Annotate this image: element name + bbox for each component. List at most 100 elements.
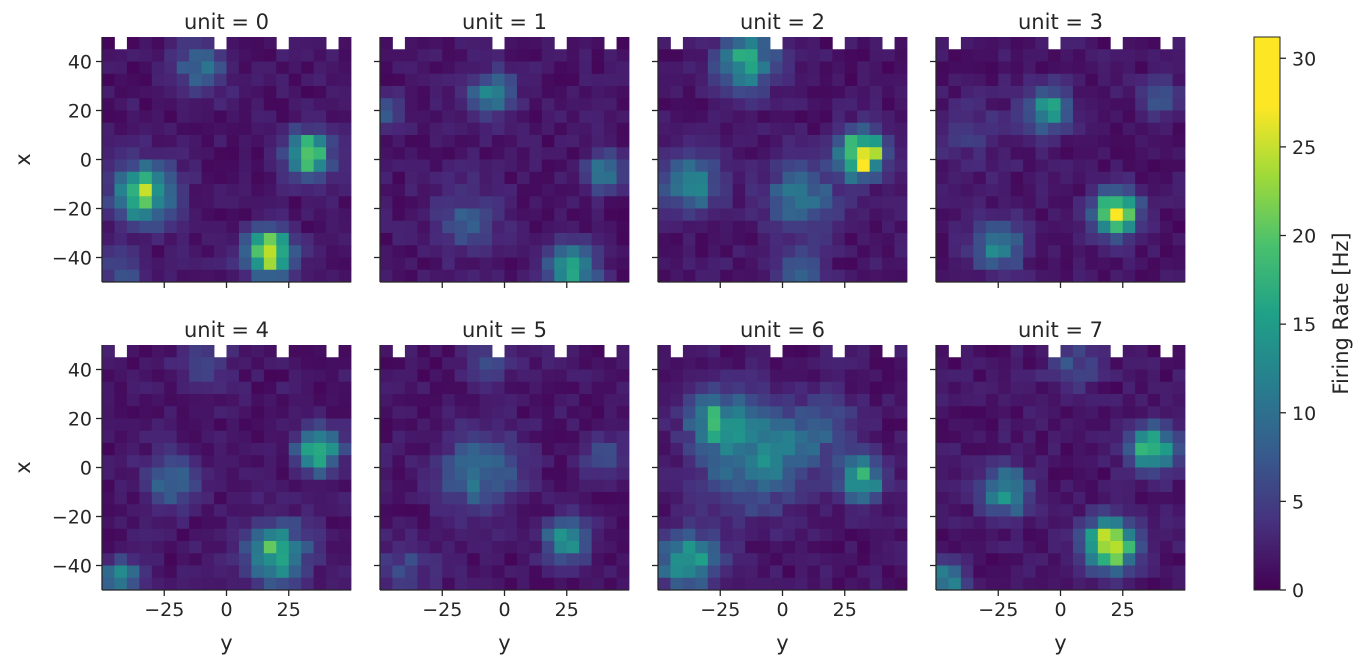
heatmap-cell <box>882 394 895 407</box>
colorbar-tick-label: 5 <box>1292 491 1304 513</box>
heatmap-cell <box>820 221 833 234</box>
heatmap-cell <box>795 209 808 222</box>
heatmap-cell <box>430 160 443 173</box>
heatmap-cell <box>392 357 405 370</box>
heatmap-cell <box>1023 455 1036 468</box>
heatmap-cell <box>1073 345 1086 358</box>
heatmap-cell <box>442 480 455 493</box>
heatmap-cell <box>301 541 314 554</box>
heatmap-cell <box>339 135 352 148</box>
heatmap-cell <box>554 382 567 395</box>
heatmap-cell <box>430 419 443 432</box>
heatmap-cell <box>276 74 289 87</box>
heatmap-cell <box>276 370 289 383</box>
heatmap-cell <box>405 419 418 432</box>
heatmap-cell <box>127 553 140 566</box>
heatmap-cell <box>592 147 605 160</box>
heatmap-cell <box>339 419 352 432</box>
heatmap-cell <box>1098 443 1111 456</box>
heatmap-cell <box>102 578 115 591</box>
heatmap-cell <box>604 111 617 124</box>
heatmap-cell <box>758 209 771 222</box>
heatmap-cell <box>102 419 115 432</box>
heatmap-cell <box>114 431 127 444</box>
heatmap-cell <box>152 529 165 542</box>
heatmap-cell <box>857 221 870 234</box>
x-tick-label: 25 <box>277 599 301 621</box>
heatmap-cell <box>529 147 542 160</box>
heatmap-cell <box>617 357 630 370</box>
heatmap-cell <box>467 111 480 124</box>
heatmap-cell <box>998 345 1011 358</box>
heatmap-cell <box>392 62 405 75</box>
heatmap-cell <box>405 160 418 173</box>
heatmap-cell <box>758 504 771 517</box>
heatmap-cell <box>239 86 252 99</box>
heatmap-cell <box>567 270 580 283</box>
heatmap-cell <box>214 98 227 111</box>
heatmap-cell <box>658 357 671 370</box>
heatmap-cell <box>239 504 252 517</box>
heatmap-cell <box>1048 492 1061 505</box>
heatmap-cell <box>380 541 393 554</box>
heatmap-cell <box>986 86 999 99</box>
heatmap-cell <box>832 517 845 530</box>
heatmap-cell <box>567 529 580 542</box>
heatmap-cell <box>973 578 986 591</box>
heatmap-cell <box>276 382 289 395</box>
heatmap-cell <box>567 245 580 258</box>
heatmap-cell <box>405 480 418 493</box>
heatmap-cell <box>807 406 820 419</box>
heatmap-cell <box>442 370 455 383</box>
heatmap-cell <box>1110 245 1123 258</box>
heatmap-cell <box>139 468 152 481</box>
heatmap-cell <box>807 357 820 370</box>
heatmap-cell <box>783 370 796 383</box>
heatmap-cell <box>1011 111 1024 124</box>
heatmap-cell <box>339 566 352 579</box>
heatmap-cell <box>1160 504 1173 517</box>
heatmap-cell <box>326 394 339 407</box>
heatmap-cell <box>480 480 493 493</box>
x-tick-label: 0 <box>776 599 788 621</box>
heatmap-cell <box>973 541 986 554</box>
heatmap-cell <box>127 455 140 468</box>
heatmap-cell <box>189 406 202 419</box>
heatmap-cell <box>820 49 833 62</box>
heatmap-cell <box>783 406 796 419</box>
heatmap-cell <box>480 147 493 160</box>
heatmap-cell <box>517 419 530 432</box>
heatmap-cell <box>1135 419 1148 432</box>
heatmap-cell <box>845 172 858 185</box>
heatmap-cell <box>202 529 215 542</box>
heatmap-cell <box>1048 160 1061 173</box>
heatmap-cell <box>882 566 895 579</box>
heatmap-cell <box>807 468 820 481</box>
heatmap-cell <box>961 529 974 542</box>
heatmap-cell <box>1160 111 1173 124</box>
heatmap-cell <box>857 233 870 246</box>
heatmap-cell <box>202 160 215 173</box>
heatmap-cell <box>986 184 999 197</box>
heatmap-cell <box>517 74 530 87</box>
heatmap-cell <box>1011 147 1024 160</box>
heatmap-cell <box>455 504 468 517</box>
heatmap-cell <box>164 184 177 197</box>
heatmap-cell <box>845 566 858 579</box>
heatmap-cell <box>1061 86 1074 99</box>
heatmap-cell <box>177 147 190 160</box>
heatmap-cell <box>314 270 327 283</box>
heatmap-cell <box>683 160 696 173</box>
heatmap-cell <box>973 529 986 542</box>
heatmap-cell <box>882 196 895 209</box>
heatmap-cell <box>276 419 289 432</box>
heatmap-cell <box>1173 517 1186 530</box>
heatmap-cell <box>405 49 418 62</box>
heatmap-cell <box>1160 529 1173 542</box>
heatmap-cell <box>986 74 999 87</box>
heatmap-cell <box>517 86 530 99</box>
heatmap-cell <box>492 160 505 173</box>
heatmap-cell <box>554 529 567 542</box>
heatmap-cell <box>1148 49 1161 62</box>
heatmap-cell <box>1048 419 1061 432</box>
